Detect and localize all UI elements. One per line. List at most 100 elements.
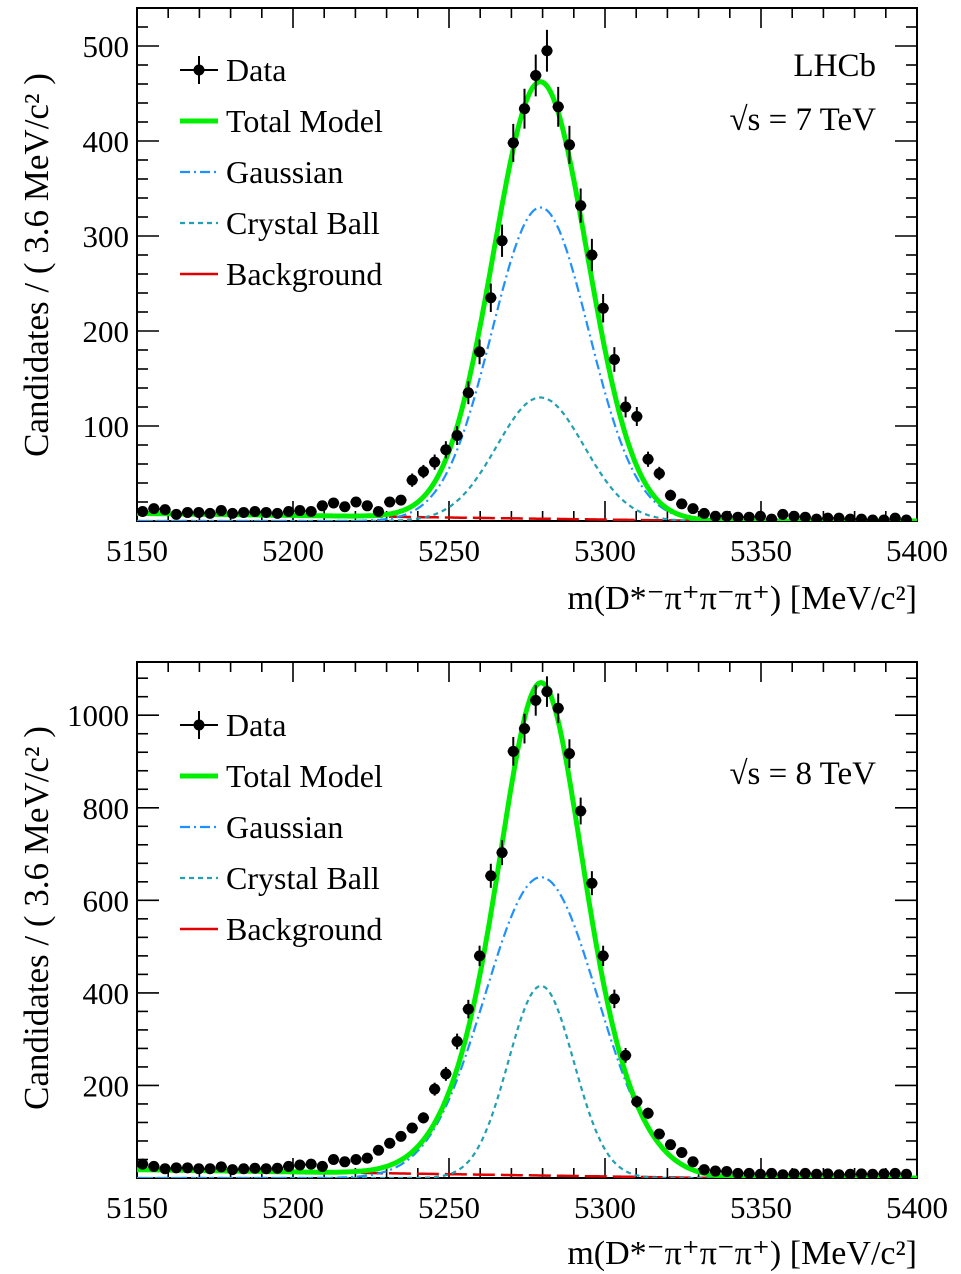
legend: Data Total Model Gaussian Crystal Ball Backg… (180, 52, 383, 292)
data-marker (855, 513, 867, 521)
data-point (777, 508, 789, 520)
data-point (193, 1163, 205, 1175)
data-point (395, 494, 407, 506)
x-axis-label: m(D*⁻π⁺π⁻π⁺) [MeV/c²] (567, 580, 917, 617)
data-marker (294, 1159, 306, 1171)
data-point (485, 863, 497, 888)
data-marker (743, 511, 755, 521)
legend-item: Background (180, 911, 382, 947)
data-marker (721, 510, 733, 521)
data-point (575, 188, 587, 223)
data-point (833, 512, 845, 521)
data-marker (709, 1165, 721, 1177)
data-marker (777, 1169, 789, 1178)
legend-label: Gaussian (226, 809, 343, 845)
data-point (462, 381, 474, 405)
legend-swatch (193, 719, 205, 731)
data-marker (563, 139, 575, 151)
data-marker (429, 1083, 441, 1095)
data-point (462, 999, 474, 1019)
data-point (283, 506, 295, 517)
data-marker (148, 503, 160, 515)
data-marker (653, 1128, 665, 1140)
data-marker (226, 1164, 238, 1176)
data-marker (159, 1163, 171, 1175)
legend-label: Gaussian (226, 154, 343, 190)
top-panel: 5150 5200 5250 5300 5350 5400 100 200 300 400 500 C… (17, 7, 948, 617)
data-marker (631, 1096, 643, 1108)
data-point (226, 507, 239, 519)
y-axis-label: Candidates / ( 3.6 MeV/c² ) (17, 726, 56, 1110)
data-marker (900, 1168, 912, 1178)
data-marker (754, 510, 766, 521)
data-marker (665, 1139, 677, 1151)
y-tick-label: 800 (83, 791, 130, 826)
data-point (900, 514, 913, 521)
gaussian-curve (137, 206, 917, 521)
data-marker (687, 1156, 699, 1168)
model-curves (137, 79, 917, 521)
data-point (181, 506, 194, 518)
data-point (440, 1066, 452, 1081)
data-point (170, 508, 182, 520)
x-tick-label: 5200 (262, 1190, 324, 1225)
data-point (631, 407, 643, 426)
data-marker (642, 1107, 654, 1119)
data-point (283, 1160, 295, 1172)
data-point (900, 1168, 913, 1178)
data-marker (889, 512, 901, 521)
data-marker (575, 200, 587, 212)
data-point (709, 510, 722, 521)
data-point (271, 1162, 284, 1174)
x-tick-label: 5300 (574, 1190, 636, 1225)
data-marker (372, 1144, 384, 1156)
data-marker (653, 468, 665, 479)
data-marker (328, 497, 340, 509)
legend-item: Data (180, 52, 286, 88)
data-point (249, 1162, 261, 1174)
data-point (788, 1168, 800, 1178)
data-point (732, 511, 744, 521)
data-point (238, 1163, 250, 1175)
x-tick-label: 5150 (106, 533, 168, 568)
data-marker (339, 501, 351, 513)
data-point (721, 1166, 733, 1178)
data-marker (507, 745, 519, 757)
data-point (563, 125, 576, 164)
data-point (260, 506, 272, 518)
data-marker (339, 1156, 351, 1168)
data-point (844, 513, 856, 521)
data-point (294, 1159, 306, 1171)
data-marker (159, 504, 171, 516)
data-point (429, 1082, 441, 1096)
data-marker (361, 500, 373, 512)
data-point (372, 1144, 385, 1156)
data-point (687, 1156, 699, 1168)
data-point (642, 451, 654, 467)
energy-label: √s = 8 TeV (729, 756, 876, 792)
y-tick-label: 500 (83, 29, 130, 64)
data-point (451, 426, 463, 445)
data-point (316, 1160, 328, 1172)
data-marker (563, 748, 575, 760)
data-marker (867, 514, 879, 521)
data-marker (844, 1168, 856, 1178)
data-marker (732, 1167, 744, 1178)
data-point (215, 1161, 227, 1173)
data-marker (294, 505, 306, 517)
data-marker (485, 292, 497, 304)
data-point (878, 1168, 890, 1178)
data-marker (328, 1153, 340, 1165)
data-point (327, 1153, 340, 1165)
data-marker (541, 686, 553, 698)
data-point (788, 510, 800, 521)
data-point (260, 1163, 272, 1175)
data-point (552, 693, 564, 724)
data-point (384, 496, 396, 508)
data-point (271, 507, 284, 519)
x-tick-label: 5250 (418, 533, 480, 568)
data-marker (519, 103, 531, 115)
data-point (496, 224, 508, 257)
data-point (204, 507, 216, 519)
legend-label: Crystal Ball (226, 205, 380, 241)
